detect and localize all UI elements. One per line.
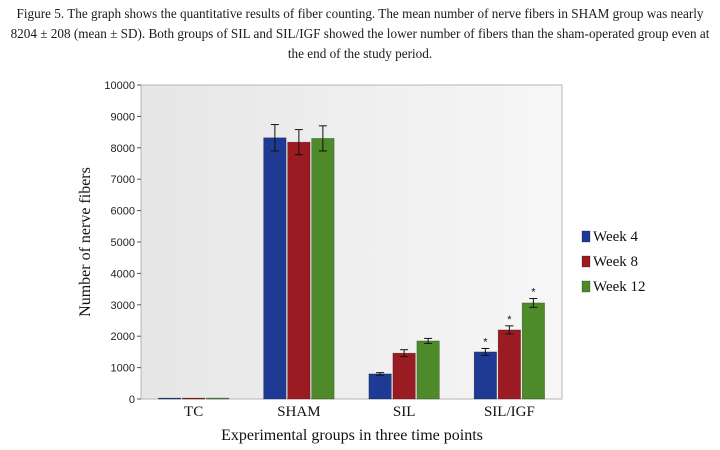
category-label: SIL	[393, 404, 416, 420]
y-tick-label: 4000	[111, 268, 135, 280]
bar	[311, 138, 335, 400]
bar	[263, 137, 287, 400]
significance-marker: *	[531, 287, 536, 299]
bar	[287, 141, 311, 400]
y-axis-ticks: 0 1000 2000 3000 4000 5000 6000 7000 8000 9000 100…	[104, 80, 141, 406]
category-label: SHAM	[277, 404, 320, 420]
plot-area	[140, 84, 563, 400]
y-axis-title: Number of nerve fibers	[77, 167, 94, 317]
legend-label: Week 4	[593, 229, 639, 245]
legend-swatch	[581, 280, 591, 293]
legend: Week 4 Week 8 Week 12	[581, 229, 646, 295]
legend-swatch	[581, 230, 591, 243]
y-tick-label: 0	[129, 394, 135, 406]
bar	[521, 302, 545, 400]
bar	[182, 397, 206, 400]
x-axis-categories: TC SHAM SIL SIL/IGF	[184, 404, 535, 420]
legend-label: Week 12	[593, 279, 646, 295]
significance-marker: *	[483, 336, 488, 348]
y-tick-label: 3000	[111, 300, 135, 312]
x-axis-title: Experimental groups in three time points	[221, 427, 483, 444]
y-tick-label: 10000	[104, 80, 135, 92]
bar	[473, 351, 497, 400]
category-label: SIL/IGF	[484, 404, 535, 420]
bar	[392, 352, 416, 400]
y-tick-label: 9000	[111, 111, 135, 123]
bar	[206, 397, 230, 400]
legend-swatch	[581, 255, 591, 268]
category-label: TC	[184, 404, 203, 420]
error-bars	[270, 124, 538, 376]
significance-marker: *	[507, 314, 512, 326]
y-tick-label: 8000	[111, 143, 135, 155]
bar	[497, 329, 521, 400]
legend-label: Week 8	[593, 254, 638, 270]
bar	[416, 340, 440, 400]
y-tick-label: 2000	[111, 331, 135, 343]
bar	[368, 373, 392, 400]
y-tick-label: 7000	[111, 174, 135, 186]
figure-caption: Figure 5. The graph shows the quantitati…	[10, 6, 710, 61]
y-tick-label: 1000	[111, 363, 135, 375]
bar	[158, 397, 182, 400]
significance-markers: * * *	[483, 287, 536, 349]
y-tick-label: 5000	[111, 237, 135, 249]
bar-series	[158, 137, 545, 400]
y-tick-label: 6000	[111, 206, 135, 218]
